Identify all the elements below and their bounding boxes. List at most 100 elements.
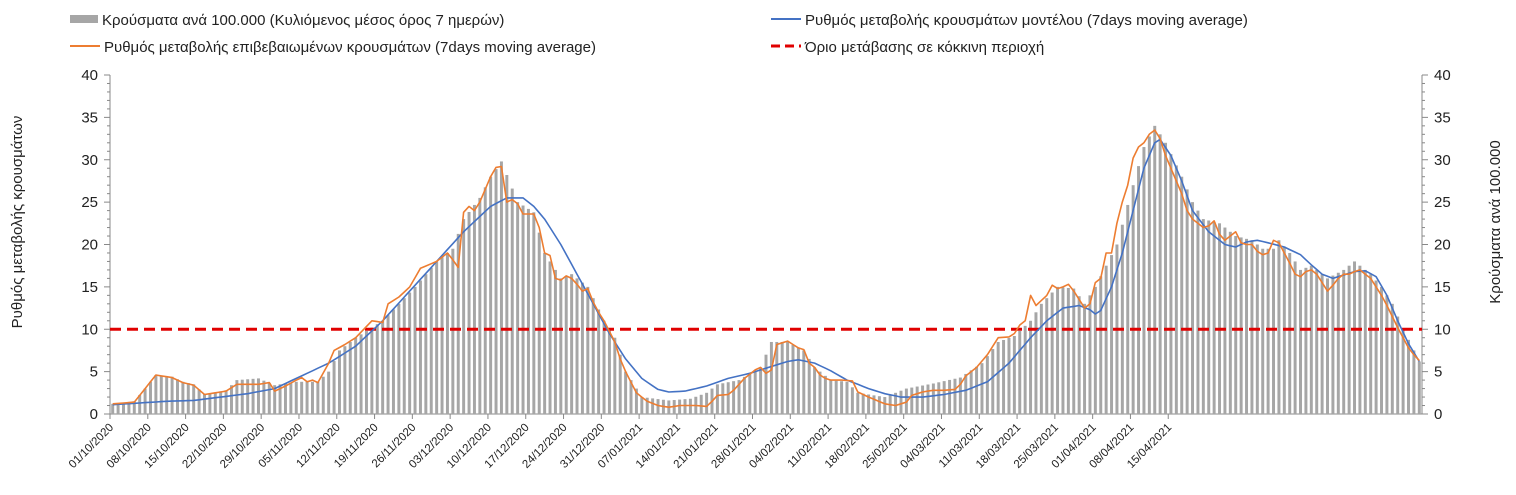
bar [1034, 312, 1038, 414]
line-series [112, 129, 1420, 408]
bar [451, 248, 455, 414]
bar [651, 398, 655, 414]
bar [170, 376, 174, 414]
bar [1196, 210, 1200, 414]
bar [856, 392, 860, 414]
bar [489, 176, 493, 414]
bar [1137, 166, 1141, 414]
bar [861, 393, 865, 414]
bar [586, 286, 590, 414]
bar [1239, 237, 1243, 414]
y-tick-label-right: 20 [1434, 237, 1451, 254]
bar [1315, 269, 1319, 414]
bar [219, 391, 223, 414]
bar [429, 267, 433, 414]
bar [1358, 265, 1362, 414]
bar [1228, 231, 1232, 414]
bar [877, 396, 881, 414]
bar [505, 175, 509, 414]
bar [445, 252, 449, 414]
legend-label-bars: Κρούσματα ανά 100.000 (Κυλιόμενος μέσος … [102, 12, 504, 29]
bar [780, 341, 784, 414]
bar [759, 367, 763, 414]
bar [240, 379, 244, 414]
bar [1050, 292, 1054, 414]
bar [975, 366, 979, 414]
bar [580, 282, 584, 414]
legend-swatch-bars [70, 15, 98, 23]
bar [1088, 295, 1092, 414]
legend-label-model: Ρυθμός μεταβολής κρουσμάτων μοντέλου (7d… [805, 12, 1248, 29]
bar [1417, 361, 1421, 414]
bar [159, 375, 163, 414]
bar [678, 399, 682, 414]
bar [948, 379, 952, 414]
bar [456, 233, 460, 414]
bar [769, 341, 773, 414]
bar [1201, 219, 1205, 414]
bar [748, 373, 752, 414]
bar [996, 341, 1000, 414]
bar [559, 278, 563, 414]
bar [775, 341, 779, 414]
bar [602, 320, 606, 414]
bar [462, 219, 466, 414]
bar [645, 397, 649, 414]
bar [1212, 221, 1216, 414]
bar [435, 261, 439, 414]
bar [278, 384, 282, 414]
bar [516, 202, 520, 414]
bar [883, 397, 887, 414]
bar [273, 385, 277, 414]
bar [699, 394, 703, 414]
bar [591, 298, 595, 414]
bar [953, 378, 957, 414]
y-tick-label-right: 15 [1434, 279, 1451, 296]
bar [634, 388, 638, 414]
bar [742, 376, 746, 414]
bar [402, 298, 406, 414]
bar [1066, 288, 1070, 414]
bar [683, 399, 687, 414]
bar [483, 187, 487, 414]
y-axis-title-left: Ρυθμός μεταβολής κρουσμάτων [9, 116, 26, 329]
bar [1407, 339, 1410, 414]
bar [310, 381, 314, 414]
bar [796, 347, 800, 414]
bar [294, 381, 298, 414]
bar [1110, 255, 1114, 414]
bar [1250, 240, 1254, 414]
y-tick-label-left: 5 [90, 364, 98, 381]
bar [1169, 154, 1173, 414]
bar [823, 375, 827, 414]
y-tick-label-right: 30 [1434, 152, 1451, 169]
bar [845, 381, 849, 414]
bar [1288, 252, 1292, 414]
bar [154, 375, 158, 414]
bar [899, 390, 903, 414]
bar [1261, 248, 1265, 414]
bar [1390, 303, 1394, 414]
bar [316, 381, 320, 414]
bar [688, 398, 692, 414]
bar [910, 387, 914, 414]
bar [1104, 265, 1108, 414]
bar [1342, 269, 1346, 414]
bar [1218, 223, 1222, 414]
bar [894, 392, 898, 414]
bar [597, 309, 601, 414]
bar [1093, 286, 1097, 414]
bar [958, 377, 962, 414]
bar [753, 370, 757, 414]
bar [472, 204, 476, 414]
bar [521, 205, 525, 414]
bar [251, 378, 255, 414]
bar [926, 384, 930, 414]
bar [921, 385, 925, 414]
bar [1396, 316, 1400, 414]
bar [122, 402, 125, 414]
bar [1304, 267, 1308, 414]
bar [1412, 350, 1416, 414]
y-tick-label-right: 40 [1434, 67, 1451, 84]
